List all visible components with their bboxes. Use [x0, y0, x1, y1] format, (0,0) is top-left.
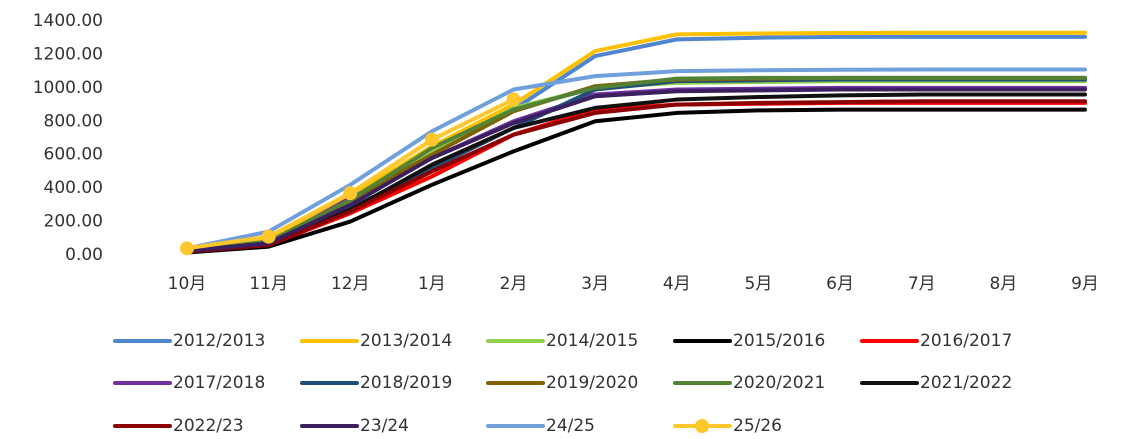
legend-label: 25/26 [733, 416, 782, 436]
legend-label: 2014/2015 [546, 331, 638, 351]
x-tick-label: 5月 [745, 274, 773, 294]
y-tick-label: 800.00 [44, 111, 103, 131]
x-tick-label: 10月 [168, 274, 207, 294]
marker [507, 93, 521, 107]
series-line [187, 90, 1085, 251]
y-tick-label: 400.00 [44, 178, 103, 198]
legend-label: 2021/2022 [920, 373, 1012, 393]
series-line [187, 100, 514, 249]
x-tick-label: 2月 [500, 274, 528, 294]
x-tick-label: 12月 [331, 274, 370, 294]
x-tick-label: 7月 [908, 274, 936, 294]
chart: 0.00 200.00 400.00 600.00 800.00 1000.00 1200.… [0, 0, 1125, 439]
marker [343, 186, 357, 200]
legend-label: 2016/2017 [920, 331, 1012, 351]
x-tick-label: 11月 [249, 274, 288, 294]
legend-label: 2015/2016 [733, 331, 825, 351]
y-tick-label: 1400.00 [33, 11, 103, 31]
marker [262, 230, 276, 244]
x-tick-label: 3月 [581, 274, 609, 294]
legend-label: 2017/2018 [173, 373, 265, 393]
x-tick-label: 4月 [663, 274, 691, 294]
x-tick-label: 1月 [418, 274, 446, 294]
series-line [187, 110, 1085, 253]
x-tick-label: 6月 [826, 274, 854, 294]
x-tick-label: 8月 [989, 274, 1017, 294]
y-tick-label: 1200.00 [33, 44, 103, 64]
y-tick-label: 1000.00 [33, 78, 103, 98]
marker [425, 133, 439, 147]
legend-label: 24/25 [546, 416, 595, 436]
x-tick-label: 9月 [1071, 274, 1099, 294]
legend-label: 2019/2020 [546, 373, 638, 393]
y-tick-label: 200.00 [44, 212, 103, 232]
legend-label: 2013/2014 [360, 331, 452, 351]
y-tick-label: 0.00 [65, 245, 103, 265]
legend-label: 23/24 [360, 416, 409, 436]
legend-label: 2022/23 [173, 416, 244, 436]
legend-label: 2020/2021 [733, 373, 825, 393]
legend-marker [695, 419, 709, 433]
legend-label: 2018/2019 [360, 373, 452, 393]
y-tick-label: 600.00 [44, 145, 103, 165]
marker [180, 241, 194, 255]
legend-label: 2012/2013 [173, 331, 265, 351]
